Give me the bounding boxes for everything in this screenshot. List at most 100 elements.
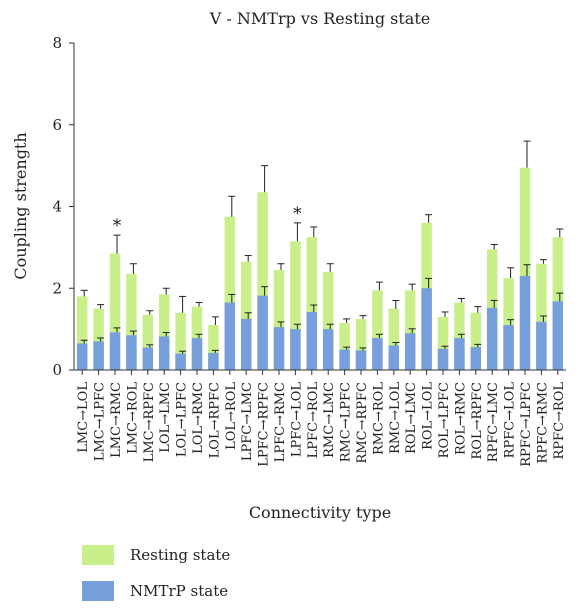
x-axis-label: Connectivity type [249, 503, 391, 522]
error-bar-resting-rmc-to-lpfc [343, 318, 351, 323]
error-bar-resting-lmc-to-rpfc [146, 310, 154, 315]
x-tick-label-rol-to-rmc: ROL→RMC [453, 382, 468, 455]
error-bar-resting-rpfc-to-lmc [490, 244, 498, 250]
error-bar-nmtrp-lol-to-rpfc [211, 349, 219, 353]
x-tick-label-lpfc-to-lol: LPFC→LOL [289, 382, 304, 458]
bar-nmtrp-lmc-to-rmc [109, 332, 121, 370]
x-tick-label-rpfc-to-lpfc: RPFC→LPFC [519, 382, 534, 467]
bar-resting-lmc-to-rmc [109, 253, 121, 370]
x-tick-label-rpfc-to-rmc: RPFC→RMC [535, 382, 550, 463]
bar-nmtrp-rpfc-to-lpfc [519, 275, 531, 370]
legend-swatch-nmtrp-state [82, 581, 114, 601]
error-bar-resting-lol-to-rol [228, 195, 236, 217]
significance-markers: ** [113, 204, 302, 236]
bar-resting-lol-to-rpfc [208, 325, 219, 370]
bar-nmtrp-lol-to-lmc [158, 336, 170, 370]
error-bar-resting-lpfc-to-rol [310, 226, 318, 238]
x-tick-label-lmc-to-lpfc: LMC→LPFC [93, 382, 108, 461]
error-bar-nmtrp-rmc-to-rol [375, 333, 383, 339]
bar-nmtrp-lpfc-to-rol [306, 311, 318, 370]
x-tick-label-lol-to-rol: LOL→ROL [224, 382, 239, 450]
y-tick-label: 2 [52, 279, 62, 297]
x-tick-label-lpfc-to-rmc: LPFC→RMC [273, 382, 288, 462]
error-bar-nmtrp-rmc-to-lol [392, 342, 400, 346]
y-tick-label: 8 [52, 34, 62, 52]
error-bar-nmtrp-lol-to-lmc [162, 331, 170, 337]
x-tick-label-lol-to-lpfc: LOL→LPFC [175, 382, 190, 457]
bar-resting-lmc-to-lol [76, 296, 88, 370]
error-bar-resting-rol-to-rmc [457, 297, 465, 303]
bar-nmtrp-rmc-to-lol [388, 345, 400, 370]
error-bar-nmtrp-rpfc-to-rmc [539, 315, 547, 322]
error-bar-resting-rmc-to-lol [392, 300, 400, 309]
nmtrp-state-bars [76, 275, 564, 370]
bar-resting-lpfc-to-lol [290, 241, 301, 370]
bar-nmtrp-lol-to-rmc [191, 338, 203, 370]
error-bar-nmtrp-lmc-to-lpfc [97, 337, 105, 342]
error-bar-nmtrp-lpfc-to-lmc [244, 312, 252, 319]
error-bar-nmtrp-rpfc-to-rol [556, 292, 564, 302]
error-bar-resting-lol-to-lmc [162, 287, 170, 295]
y-tick-label: 0 [52, 361, 62, 379]
error-bar-nmtrp-lpfc-to-lol [293, 323, 301, 330]
bar-resting-lol-to-rol [224, 216, 236, 370]
error-bar-resting-lpfc-to-lmc [244, 255, 252, 262]
bar-resting-rpfc-to-lpfc [519, 167, 531, 370]
x-tick-label-rmc-to-lol: RMC→LOL [388, 382, 403, 454]
bar-nmtrp-rmc-to-lmc [322, 329, 334, 370]
x-tick-label-rol-to-lpfc: ROL→LPFC [437, 382, 452, 458]
bar-nmtrp-lpfc-to-rpfc [257, 295, 268, 370]
bar-resting-rpfc-to-rmc [536, 263, 547, 370]
x-tick-label-lmc-to-lol: LMC→LOL [76, 382, 91, 453]
y-axis: 0 2 4 6 8 [52, 34, 75, 379]
chart-title: V - NMTrp vs Resting state [209, 9, 430, 28]
bar-nmtrp-lol-to-rpfc [208, 352, 219, 370]
error-bar-resting-rol-to-lmc [408, 283, 416, 291]
error-bar-resting-rol-to-lol [425, 214, 433, 223]
bar-nmtrp-lmc-to-lpfc [93, 341, 104, 370]
x-tick-label-rpfc-to-lmc: RPFC→LMC [486, 382, 501, 462]
x-tick-label-rmc-to-rol: RMC→ROL [371, 382, 386, 455]
error-bar-nmtrp-lpfc-to-rpfc [261, 286, 269, 296]
error-bar-nmtrp-lmc-to-rol [129, 330, 137, 336]
x-tick-label-lol-to-lmc: LOL→LMC [158, 382, 173, 453]
x-tick-label-rmc-to-lpfc: RMC→LPFC [339, 382, 354, 462]
bar-nmtrp-rmc-to-lpfc [339, 349, 350, 370]
bar-nmtrp-lpfc-to-rmc [273, 327, 285, 370]
bar-nmtrp-lol-to-rol [224, 302, 236, 370]
error-bar-nmtrp-rol-to-lmc [408, 328, 416, 334]
x-tick-label-rmc-to-lmc: RMC→LMC [322, 382, 337, 458]
bar-nmtrp-rmc-to-rol [372, 338, 383, 370]
error-bar-nmtrp-rpfc-to-lpfc [523, 264, 531, 276]
bar-resting-lol-to-lpfc [175, 312, 186, 370]
bar-nmtrp-lol-to-lpfc [175, 353, 186, 370]
significance-asterisk: * [293, 204, 302, 224]
x-axis: LMC→LOL LMC→LPFC LMC→RMC LMC→ROL LMC→RPFC LOL… [74, 369, 567, 467]
bar-nmtrp-lpfc-to-lol [290, 329, 301, 370]
x-tick-label-lol-to-rmc: LOL→RMC [191, 382, 206, 454]
error-bar-resting-rpfc-to-rol [556, 228, 564, 238]
bar-resting-rmc-to-lol [388, 308, 400, 370]
error-bar-resting-rpfc-to-lol [507, 267, 515, 279]
x-tick-label-rol-to-rpfc: ROL→RPFC [470, 382, 485, 460]
error-bar-resting-rmc-to-lmc [326, 263, 334, 272]
bar-nmtrp-rpfc-to-rmc [536, 321, 547, 370]
x-tick-label-lpfc-to-rpfc: LPFC→RPFC [257, 382, 272, 467]
error-bar-nmtrp-rpfc-to-lol [507, 319, 515, 326]
bar-resting-rol-to-lpfc [437, 316, 449, 370]
bar-nmtrp-lmc-to-lol [76, 343, 88, 370]
x-tick-label-lol-to-rpfc: LOL→RPFC [207, 382, 222, 458]
error-bar-nmtrp-rmc-to-rpfc [359, 347, 367, 351]
legend-item-nmtrp-state: NMTrP state [82, 581, 228, 601]
bar-nmtrp-rpfc-to-rol [552, 301, 564, 370]
bar-nmtrp-lmc-to-rpfc [142, 347, 154, 370]
bar-resting-rmc-to-lpfc [339, 322, 350, 370]
legend-swatch-resting-state [82, 545, 114, 565]
significance-asterisk: * [113, 216, 122, 236]
legend-item-resting-state: Resting state [82, 545, 230, 565]
bar-nmtrp-rol-to-rpfc [470, 347, 482, 370]
bar-nmtrp-rpfc-to-lol [503, 325, 514, 370]
x-tick-label-lpfc-to-lmc: LPFC→LMC [240, 382, 255, 461]
error-bar-resting-lol-to-rmc [195, 302, 203, 307]
error-bar-resting-lmc-to-rmc [113, 234, 121, 254]
